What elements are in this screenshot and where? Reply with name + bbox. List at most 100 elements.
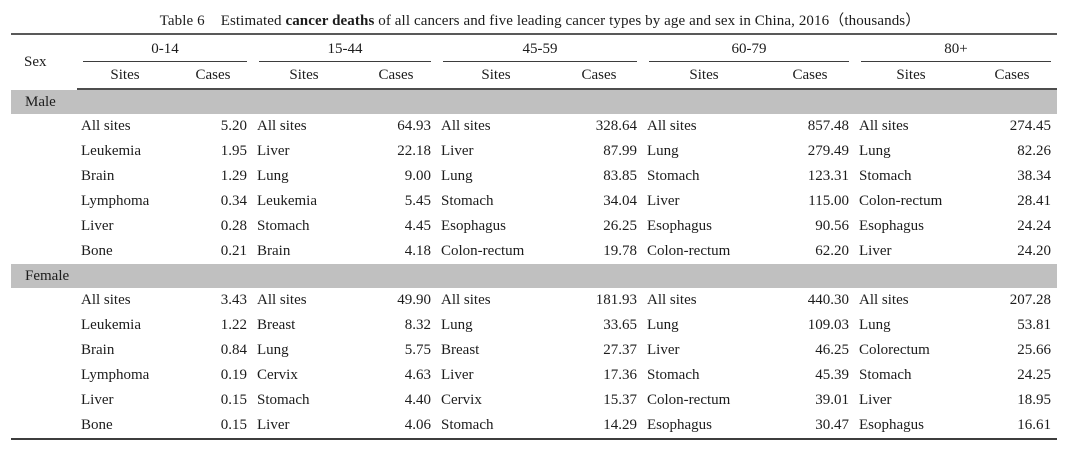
site-cell: Lung [859, 143, 891, 159]
table-caption: Table 6 Estimated cancer deaths of all ca… [0, 9, 1080, 30]
cases-cell: 4.63 [404, 367, 431, 383]
cases-cell: 115.00 [808, 193, 849, 209]
cases-cell: 62.20 [815, 243, 849, 259]
site-cell: Lung [257, 168, 289, 184]
cases-cell: 53.81 [1017, 317, 1051, 333]
cancer-deaths-table: Sex 0-14 15-44 45-59 60-79 80+ Sites Cas… [11, 33, 1057, 440]
data-row: Liver 0.15 Stomach 4.40 Cervix 15.37 Colon-rec… [11, 388, 1057, 413]
cases-cell: 109.03 [807, 317, 849, 333]
site-cell: Colon-rectum [647, 243, 731, 259]
data-row: Brain 0.84 Lung 5.75 Breast 27.37 Liver 46.25 Co… [11, 338, 1057, 363]
cases-cell: 33.65 [603, 317, 637, 333]
data-row: Lymphoma 0.34 Leukemia 5.45 Stomach 34.04 Live… [11, 189, 1057, 214]
cases-cell: 18.95 [1017, 392, 1051, 408]
cases-cell: 5.20 [220, 118, 247, 134]
cases-cell: 17.36 [603, 367, 637, 383]
cases-cell: 0.28 [220, 218, 247, 234]
cases-cell: 14.29 [603, 417, 637, 433]
site-cell: Brain [257, 243, 291, 259]
cases-cell: 0.34 [220, 193, 247, 209]
cases-cell: 0.19 [220, 367, 247, 383]
site-cell: Lung [441, 168, 473, 184]
age-group-header-0-14: 0-14 [77, 34, 253, 63]
cases-cell: 5.45 [404, 193, 431, 209]
sites-header: Sites [643, 63, 765, 90]
data-row: Bone 0.15 Liver 4.06 Stomach 14.29 Esophagus 30… [11, 413, 1057, 439]
cases-cell: 83.85 [603, 168, 637, 184]
caption-bold-phrase: cancer deaths [285, 13, 375, 29]
site-cell: Liver [257, 417, 290, 433]
site-cell: Leukemia [81, 143, 141, 159]
site-cell: Brain [81, 168, 115, 184]
cases-cell: 16.61 [1017, 417, 1051, 433]
site-cell: Stomach [647, 367, 700, 383]
cases-cell: 4.45 [404, 218, 431, 234]
cases-cell: 15.37 [603, 392, 637, 408]
data-row: All sites 3.43 All sites 49.90 All sites 181.… [11, 288, 1057, 313]
cases-cell: 39.01 [815, 392, 849, 408]
cases-cell: 24.24 [1017, 218, 1051, 234]
cases-cell: 0.15 [220, 417, 247, 433]
cases-cell: 25.66 [1017, 342, 1051, 358]
site-cell: Lung [257, 342, 289, 358]
site-cell: Liver [859, 243, 892, 259]
site-cell: Bone [81, 417, 113, 433]
cases-cell: 82.26 [1017, 143, 1051, 159]
site-cell: Leukemia [81, 317, 141, 333]
cases-cell: 1.29 [220, 168, 247, 184]
data-row: Leukemia 1.95 Liver 22.18 Liver 87.99 Lung 279.… [11, 139, 1057, 164]
cases-cell: 34.04 [603, 193, 637, 209]
sites-header: Sites [855, 63, 967, 90]
cases-cell: 27.37 [603, 342, 637, 358]
table-header: Sex 0-14 15-44 45-59 60-79 80+ Sites Cas… [11, 34, 1057, 90]
site-cell: Liver [441, 143, 474, 159]
cases-cell: 1.95 [220, 143, 247, 159]
site-cell: Cervix [257, 367, 298, 383]
cases-cell: 45.39 [815, 367, 849, 383]
age-group-header-45-59: 45-59 [437, 34, 643, 63]
sex-spacer-cell [11, 189, 77, 214]
caption-prefix: Estimated [220, 13, 282, 29]
sub-header-row: Sites Cases Sites Cases Sites Cases Site… [11, 63, 1057, 90]
site-cell: Liver [859, 392, 892, 408]
sex-spacer-cell [11, 164, 77, 189]
site-cell: All sites [257, 118, 307, 134]
data-row: Lymphoma 0.19 Cervix 4.63 Liver 17.36 Stomach 4… [11, 363, 1057, 388]
cases-cell: 9.00 [404, 168, 431, 184]
data-row: Liver 0.28 Stomach 4.45 Esophagus 26.25 Esopha… [11, 214, 1057, 239]
sex-spacer-cell [11, 214, 77, 239]
site-cell: Esophagus [441, 218, 506, 234]
cases-header: Cases [555, 63, 643, 90]
sex-spacer-cell [11, 363, 77, 388]
cases-header: Cases [355, 63, 437, 90]
site-cell: Lung [859, 317, 891, 333]
age-group-header-15-44: 15-44 [253, 34, 437, 63]
cases-cell: 87.99 [603, 143, 637, 159]
site-cell: Liver [257, 143, 290, 159]
cases-cell: 22.18 [397, 143, 431, 159]
site-cell: Liver [81, 218, 114, 234]
site-cell: Lymphoma [81, 367, 150, 383]
sex-spacer-cell [11, 139, 77, 164]
sex-band-label: Female [11, 264, 1057, 288]
site-cell: All sites [647, 118, 697, 134]
site-cell: Lung [647, 143, 679, 159]
site-cell: Lymphoma [81, 193, 150, 209]
age-group-row: Sex 0-14 15-44 45-59 60-79 80+ [11, 34, 1057, 70]
cases-header: Cases [967, 63, 1057, 90]
sex-spacer-cell [11, 114, 77, 139]
site-cell: All sites [647, 292, 697, 308]
site-cell: Stomach [647, 168, 700, 184]
site-cell: Colon-rectum [859, 193, 943, 209]
site-cell: Lung [441, 317, 473, 333]
site-cell: Stomach [859, 168, 912, 184]
caption-suffix: of all cancers and five leading cancer t… [378, 13, 921, 29]
site-cell: Colon-rectum [647, 392, 731, 408]
site-cell: All sites [81, 118, 131, 134]
table-body: Male All sites 5.20 All sites 64.93 All sites… [11, 89, 1057, 439]
cases-header: Cases [765, 63, 855, 90]
sites-header: Sites [253, 63, 355, 90]
cases-cell: 279.49 [807, 143, 849, 159]
site-cell: Stomach [441, 193, 494, 209]
